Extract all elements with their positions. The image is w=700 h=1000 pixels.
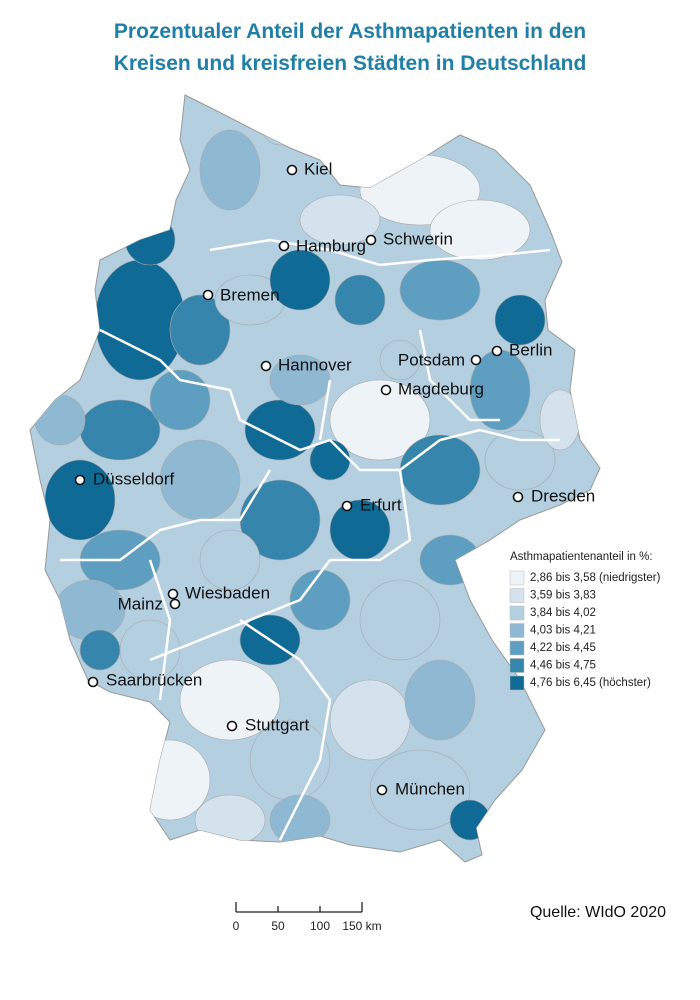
cities: Kiel Hamburg Schwerin Bremen Hannover Po… — [74, 159, 595, 798]
district-area — [54, 579, 126, 641]
district-area — [299, 194, 381, 246]
legend-label: 3,59 bis 3,83 — [530, 590, 596, 602]
district-area — [79, 399, 161, 461]
district-area — [399, 259, 481, 321]
district-area — [269, 249, 331, 311]
city-dot — [74, 474, 86, 486]
city-dot — [278, 240, 290, 252]
city-dot — [470, 354, 482, 366]
city-label: Saarbrücken — [106, 670, 202, 689]
city-dot — [512, 491, 524, 503]
city-label: Erfurt — [360, 495, 402, 514]
district-area — [44, 459, 116, 541]
district-area — [359, 579, 441, 661]
district-area — [494, 294, 546, 346]
district-area — [194, 794, 266, 846]
legend-label: 3,84 bis 4,02 — [530, 607, 596, 619]
district-area — [179, 659, 281, 741]
city-label: Bremen — [220, 285, 280, 304]
city-dot — [167, 588, 179, 600]
scale-label: 150 km — [342, 919, 381, 933]
legend-swatch — [509, 605, 525, 621]
city-label: Düsseldorf — [93, 469, 175, 488]
city-dot — [380, 384, 392, 396]
legend-label: 4,03 bis 4,21 — [530, 625, 596, 637]
legend: Asthmapatientenanteil in %: 2,86 bis 3,5… — [509, 551, 661, 691]
district-area — [404, 659, 476, 741]
district-area — [399, 434, 481, 506]
scale-label: 100 — [310, 919, 330, 933]
district-area — [34, 394, 86, 446]
city-dot — [260, 360, 272, 372]
city-label: Schwerin — [383, 229, 453, 248]
scale-label: 50 — [271, 919, 285, 933]
scale-label: 0 — [233, 919, 240, 933]
city-dot — [202, 289, 214, 301]
source: Quelle: WIdO 2020 — [530, 904, 666, 921]
legend-label: 2,86 bis 3,58 (niedrigster) — [530, 572, 661, 584]
legend-label: 4,76 bis 6,45 (höchster) — [530, 677, 651, 689]
city-label: Berlin — [509, 340, 552, 359]
district-area — [369, 749, 471, 831]
city-label: Magdeburg — [398, 379, 484, 398]
district-area — [129, 739, 211, 821]
district-area — [429, 199, 531, 261]
district-area — [169, 294, 231, 366]
district-area — [289, 569, 351, 631]
city-label: Hamburg — [296, 236, 366, 255]
city-label: Dresden — [531, 486, 595, 505]
district-area — [124, 214, 176, 266]
district-area — [419, 534, 481, 586]
legend-swatch — [509, 640, 525, 656]
district-area — [149, 369, 211, 431]
legend-label: 4,22 bis 4,45 — [530, 642, 596, 654]
district-area — [329, 379, 431, 461]
district-area — [199, 129, 261, 211]
city-dot — [87, 676, 99, 688]
scale-bar — [235, 902, 363, 913]
city-label: Hannover — [278, 355, 352, 374]
city-label: Kiel — [304, 159, 332, 178]
legend-swatch — [509, 588, 525, 603]
district-area — [379, 339, 421, 381]
title-line: Kreisen und kreisfreien Städten in Deuts… — [114, 52, 587, 75]
legend-title: Asthmapatientenanteil in %: — [510, 551, 653, 563]
city-dot — [226, 720, 238, 732]
city-label: Mainz — [118, 594, 163, 613]
city-dot — [365, 234, 377, 246]
city-dot — [169, 598, 181, 610]
city-label: Stuttgart — [245, 715, 310, 734]
city-dot — [491, 345, 503, 357]
district-area — [449, 799, 491, 841]
district-area — [329, 679, 411, 761]
city-label: Wiesbaden — [185, 583, 270, 602]
district-area — [334, 274, 386, 326]
city-dot — [376, 784, 388, 796]
city-dot — [341, 500, 353, 512]
legend-swatch — [509, 658, 525, 673]
district-area — [244, 399, 316, 461]
district-area — [79, 629, 121, 671]
legend-swatch — [509, 675, 525, 691]
legend-swatch — [509, 623, 525, 638]
city-label: München — [395, 779, 465, 798]
city-label: Potsdam — [398, 350, 465, 369]
district-area — [199, 529, 261, 591]
legend-swatch — [509, 570, 525, 586]
city-dot — [286, 164, 298, 176]
district-area — [309, 439, 351, 481]
legend-label: 4,46 bis 4,75 — [530, 660, 596, 672]
state-borders — [60, 238, 560, 841]
district-area — [484, 429, 556, 491]
district-area — [259, 95, 301, 146]
title-line: Prozentualer Anteil der Asthmapatienten … — [114, 20, 586, 43]
